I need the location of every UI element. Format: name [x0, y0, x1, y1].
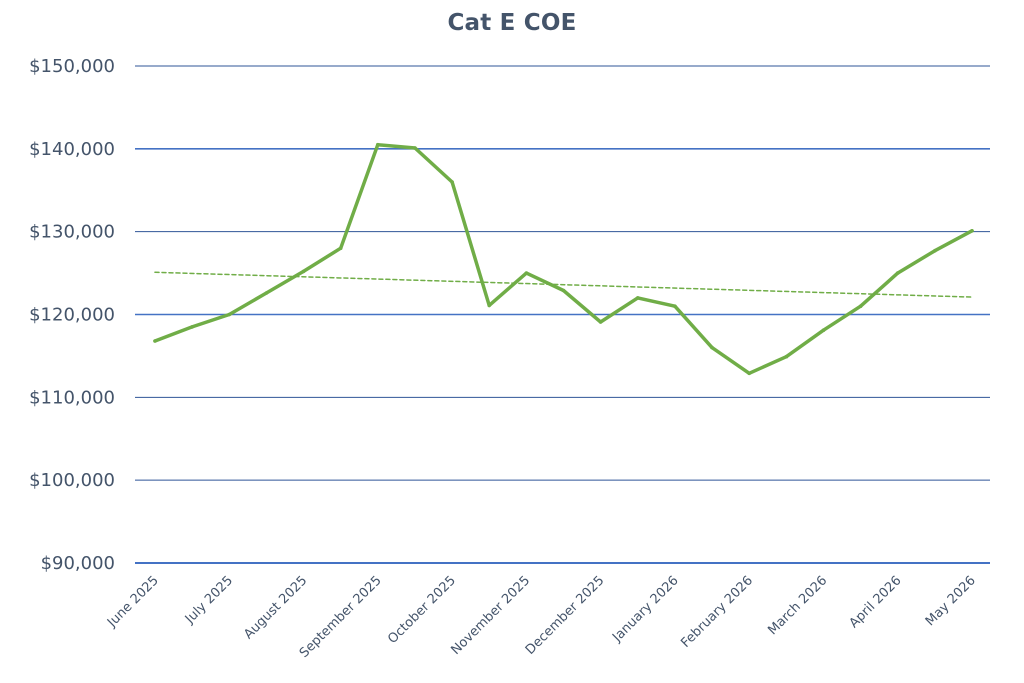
y-tick-label: $90,000: [41, 553, 115, 574]
data-point: [190, 325, 194, 329]
y-tick-label: $100,000: [29, 470, 115, 491]
x-tick-label: May 2026: [923, 573, 979, 629]
data-point: [524, 271, 529, 275]
x-tick-label: September 2025: [297, 573, 385, 661]
x-tick-label: August 2025: [241, 573, 310, 642]
data-point: [413, 146, 417, 150]
data-point: [747, 371, 751, 376]
data-point: [487, 303, 492, 308]
data-point: [784, 354, 789, 359]
data-point: [264, 291, 269, 295]
data-point: [933, 248, 937, 253]
data-point: [821, 328, 826, 333]
data-point: [895, 271, 900, 275]
data-point: [338, 246, 343, 250]
trendline: [154, 271, 973, 298]
x-tick-label: April 2026: [847, 573, 905, 631]
data-point: [153, 339, 157, 343]
data-point: [598, 320, 603, 324]
data-point: [376, 142, 380, 147]
data-point: [561, 288, 566, 293]
x-tick-label: November 2025: [448, 573, 533, 658]
gridlines: [135, 65, 990, 564]
data-point: [227, 312, 232, 317]
y-tick-label: $120,000: [29, 305, 115, 326]
y-tick-label: $130,000: [29, 222, 115, 243]
x-tick-label: February 2026: [678, 573, 756, 651]
x-tick-label: July 2025: [182, 573, 236, 627]
y-tick-label: $140,000: [29, 139, 115, 160]
x-tick-label: March 2026: [765, 573, 830, 638]
data-point: [301, 269, 306, 274]
chart-title: Cat E COE: [447, 10, 577, 36]
data-point: [673, 304, 677, 309]
series-line: [153, 142, 974, 376]
x-tick-label: January 2026: [609, 573, 681, 645]
y-tick-label: $150,000: [29, 56, 115, 77]
y-axis: $90,000 $100,000 $110,000 $120,000 $130,000 $…: [29, 56, 115, 574]
data-point: [450, 180, 454, 184]
x-tick-label: October 2025: [385, 573, 459, 647]
data-point: [858, 304, 863, 309]
series-layer: [153, 142, 974, 376]
data-point: [970, 229, 974, 233]
y-tick-label: $110,000: [29, 387, 115, 408]
x-tick-label: December 2025: [523, 573, 608, 658]
x-tick-label: June 2025: [104, 573, 162, 631]
data-point: [636, 296, 640, 300]
data-point: [710, 345, 714, 350]
